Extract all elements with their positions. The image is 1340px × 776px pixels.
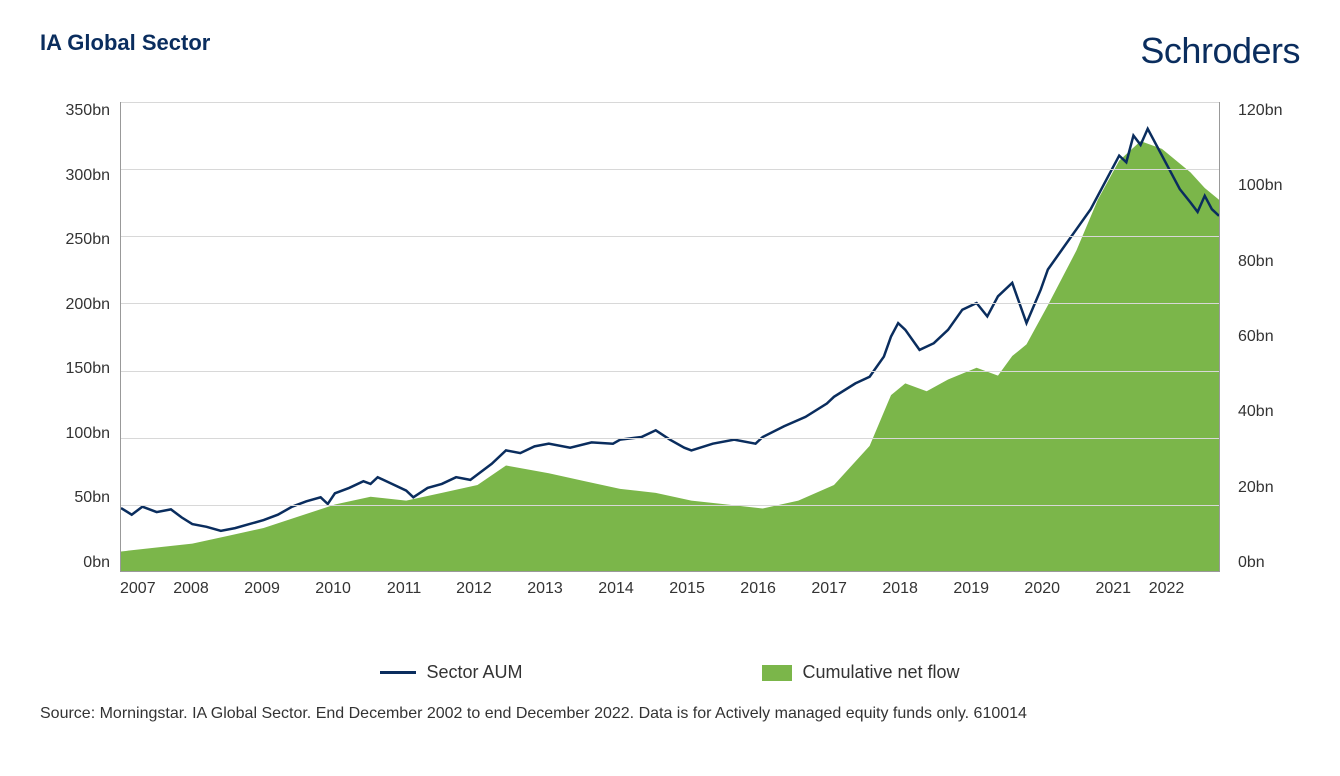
chart-title: IA Global Sector [40, 30, 210, 56]
y-left-tick: 200bn [40, 296, 110, 314]
x-tick: 2011 [387, 580, 421, 598]
y-right-tick: 20bn [1238, 479, 1300, 497]
brand-logo: Schroders [1140, 30, 1300, 72]
y-left-tick: 50bn [40, 489, 110, 507]
gridline [121, 236, 1219, 237]
x-tick: 2008 [173, 580, 209, 598]
x-tick: 2021 [1095, 580, 1131, 598]
x-tick: 2007 [120, 580, 156, 598]
area-series [121, 141, 1219, 571]
header: IA Global Sector Schroders [40, 30, 1300, 72]
x-axis-labels: 2007 2008 2009 2010 2011 2012 2013 2014 2015 2016… [120, 580, 1220, 598]
legend: Sector AUM Cumulative net flow [40, 662, 1300, 683]
y-left-tick: 300bn [40, 167, 110, 185]
legend-item-line: Sector AUM [380, 662, 522, 683]
y-left-tick: 150bn [40, 360, 110, 378]
y-right-tick: 0bn [1238, 554, 1300, 572]
x-tick: 2016 [740, 580, 776, 598]
gridline [121, 438, 1219, 439]
x-tick: 2018 [882, 580, 918, 598]
y-right-tick: 120bn [1238, 102, 1300, 120]
gridline [121, 505, 1219, 506]
x-tick: 2010 [315, 580, 351, 598]
source-note: Source: Morningstar. IA Global Sector. E… [40, 705, 1300, 723]
legend-item-area: Cumulative net flow [762, 662, 959, 683]
y-axis-right-labels: 120bn 100bn 80bn 60bn 40bn 20bn 0bn [1230, 102, 1300, 572]
legend-line-swatch [380, 671, 416, 674]
gridline [121, 169, 1219, 170]
legend-area-swatch [762, 665, 792, 681]
chart-svg [121, 102, 1219, 571]
y-right-tick: 60bn [1238, 328, 1300, 346]
legend-area-label: Cumulative net flow [802, 662, 959, 683]
gridline [121, 303, 1219, 304]
y-left-tick: 0bn [40, 554, 110, 572]
y-right-tick: 80bn [1238, 253, 1300, 271]
y-left-tick: 100bn [40, 425, 110, 443]
y-axis-left-labels: 350bn 300bn 250bn 200bn 150bn 100bn 50bn 0bn [40, 102, 110, 572]
x-tick: 2019 [953, 580, 989, 598]
x-tick: 2017 [811, 580, 847, 598]
gridline [121, 102, 1219, 103]
y-right-tick: 100bn [1238, 177, 1300, 195]
x-tick: 2022 [1149, 580, 1185, 598]
x-tick: 2015 [669, 580, 705, 598]
y-left-tick: 250bn [40, 231, 110, 249]
legend-line-label: Sector AUM [426, 662, 522, 683]
y-right-tick: 40bn [1238, 403, 1300, 421]
x-tick: 2012 [456, 580, 492, 598]
x-tick: 2014 [598, 580, 634, 598]
chart-container: 350bn 300bn 250bn 200bn 150bn 100bn 50bn 0bn 12… [40, 102, 1300, 612]
y-left-tick: 350bn [40, 102, 110, 120]
gridline [121, 371, 1219, 372]
plot-area [120, 102, 1220, 572]
x-tick: 2013 [527, 580, 563, 598]
x-tick: 2009 [244, 580, 280, 598]
x-tick: 2020 [1024, 580, 1060, 598]
